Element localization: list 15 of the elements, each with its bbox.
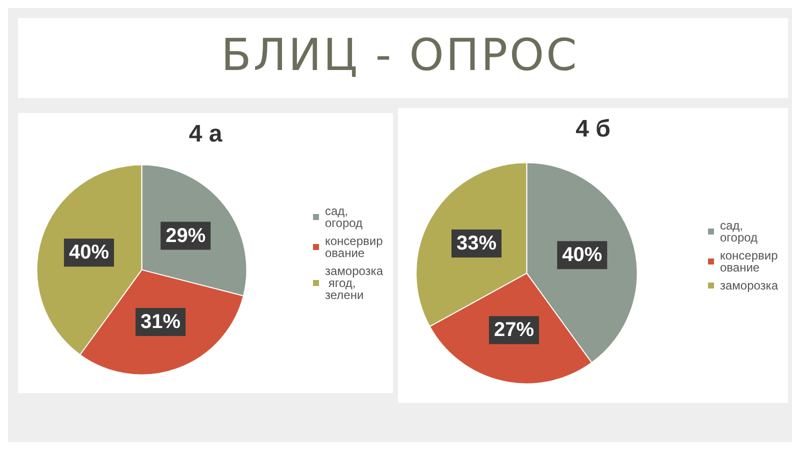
data-label: 27% (494, 319, 534, 342)
legend-label: заморозка ягод, зелени (325, 264, 384, 302)
chart-title: 4 б (576, 116, 610, 142)
text: БЛИЦ - ОПРОС (220, 30, 580, 81)
legend-label: заморозка (720, 278, 778, 292)
data-label: 40% (562, 244, 602, 266)
legend-label: сад, огород (325, 204, 363, 230)
legend-label: консервирование (325, 234, 384, 260)
data-label: 29% (166, 224, 206, 247)
legend-label: консервирование (720, 248, 778, 274)
chart-title: 4 а (188, 120, 223, 148)
data-label: 40% (68, 242, 110, 264)
data-label: 31% (140, 311, 181, 334)
data-label: 33% (456, 232, 497, 255)
legend-label: сад, огород (720, 218, 758, 244)
